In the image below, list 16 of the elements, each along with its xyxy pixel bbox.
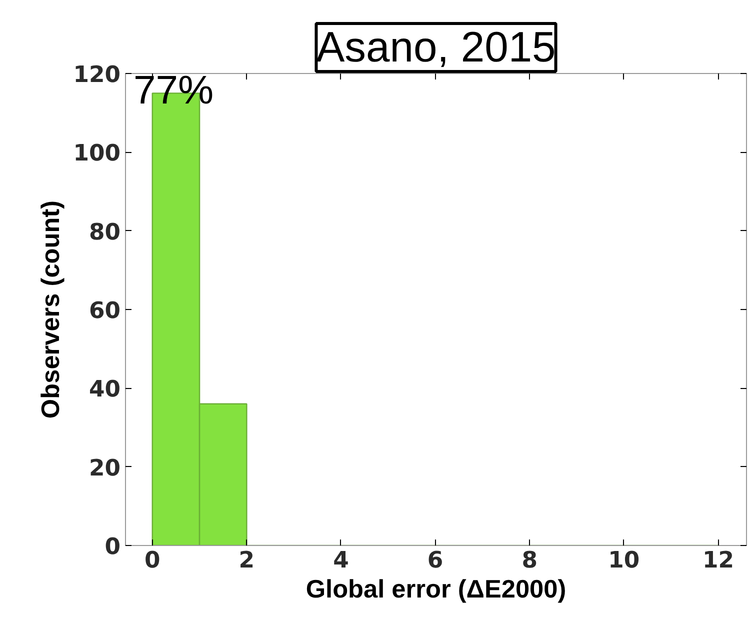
x-tick-label: 10 xyxy=(608,548,640,574)
x-tick-label: 8 xyxy=(522,548,538,574)
y-tick-label: 40 xyxy=(88,376,121,403)
y-tick-label: 60 xyxy=(88,298,121,324)
chart-title: Asano, 2015 xyxy=(316,24,556,72)
x-tick-label: 12 xyxy=(702,548,734,574)
y-tick-label: 120 xyxy=(73,62,121,88)
y-tick-label: 20 xyxy=(88,455,121,482)
x-axis-title: Global error (ΔE2000) xyxy=(306,576,566,604)
x-tick-label: 4 xyxy=(333,548,349,574)
y-tick-label: 80 xyxy=(88,219,121,246)
x-tick-label: 6 xyxy=(427,548,444,574)
y-axis-title: Observers (count) xyxy=(37,200,66,419)
x-tick-label: 0 xyxy=(144,548,160,574)
x-tick-label: 2 xyxy=(238,548,255,574)
y-tick-label: 100 xyxy=(73,140,121,167)
